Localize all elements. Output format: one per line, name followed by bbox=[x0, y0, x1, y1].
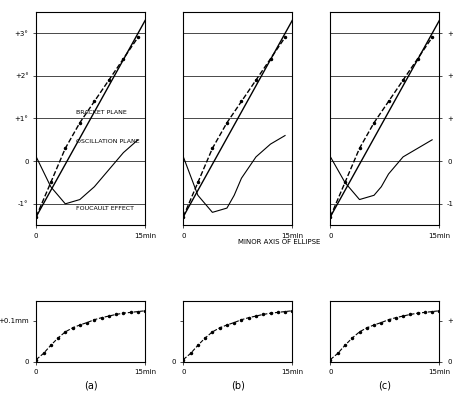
X-axis label: (c): (c) bbox=[378, 381, 391, 391]
X-axis label: (b): (b) bbox=[231, 381, 245, 391]
X-axis label: (a): (a) bbox=[84, 381, 97, 391]
Text: FOUCAULT EFFECT: FOUCAULT EFFECT bbox=[76, 206, 134, 211]
Text: MINOR AXIS OF ELLIPSE: MINOR AXIS OF ELLIPSE bbox=[238, 239, 320, 245]
Text: BRACKET PLANE: BRACKET PLANE bbox=[76, 110, 127, 115]
Text: OSCILLATION PLANE: OSCILLATION PLANE bbox=[76, 140, 140, 145]
